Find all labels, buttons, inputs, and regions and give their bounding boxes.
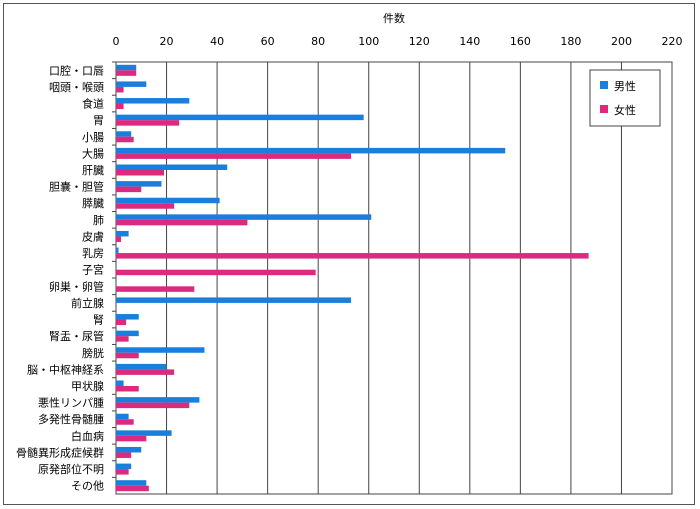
bar-female [116,219,248,226]
y-tick-label: 皮膚 [82,229,104,243]
bar-male [116,330,139,337]
y-tick-label: 悪性リンパ腫 [38,396,104,410]
y-tick-label: 腎盂・尿管 [49,329,104,343]
y-tick-label: 白血病 [71,429,104,443]
y-tick-label: 食道 [82,97,104,111]
bar-male [116,446,142,453]
bar-female [116,186,142,193]
bar-male [116,363,167,370]
bar-male [116,230,129,237]
bar-female [116,435,147,442]
bar-male [116,114,364,121]
bar-female [116,319,127,326]
legend-label: 男性 [614,79,636,93]
plot-area [115,61,673,495]
bar-female [116,153,352,159]
bar-female [116,103,124,110]
y-tick-label: 脳・中枢神経系 [27,362,104,376]
y-tick-label: 多発性骨髄腫 [38,412,104,426]
legend-swatch [600,81,608,89]
bar-male [116,131,132,137]
bar-male [116,214,372,220]
bar-female [116,286,195,292]
bar-male [116,297,352,303]
bar-male [116,81,147,87]
bar-female [116,402,190,409]
chart-frame [3,3,695,505]
y-tick-label: 小腸 [82,131,104,144]
y-tick-label: 咽頭・喉頭 [49,81,104,94]
bar-female [116,203,175,209]
y-tick-label: 膀胱 [82,346,104,360]
bar-male [116,164,228,170]
x-tick-label: 220 [662,35,683,48]
y-tick-label: 乳房 [82,247,104,260]
bar-male [116,98,190,104]
bar-female [116,386,139,392]
bar-male [116,247,119,254]
bar-male [116,147,506,154]
y-tick-label: 胆嚢・胆管 [49,180,104,194]
x-tick-label: 120 [409,35,430,48]
x-tick-label: 80 [311,35,325,48]
bar-male [116,413,129,420]
y-tick-label: 膵臓 [82,197,104,210]
bar-female [116,236,122,242]
bar-female [116,369,175,375]
x-tick-label: 0 [113,35,120,48]
y-tick-label: 肝臓 [82,164,104,177]
bar-female [116,269,316,276]
bar-female [116,70,137,76]
bar-female [116,253,589,259]
bar-male [116,480,147,486]
x-tick-label: 200 [611,35,632,48]
bar-female [116,485,149,492]
y-tick-label: 大腸 [82,146,104,160]
bar-male [116,430,172,436]
y-tick-label: 骨髄異形成症候群 [16,445,104,459]
y-tick-label: 甲状腺 [71,379,104,393]
y-tick-label: 前立腺 [71,296,104,310]
y-tick-label: 胃 [93,114,104,127]
bar-female [116,86,124,93]
x-tick-label: 180 [560,35,581,48]
x-tick-label: 140 [459,35,480,48]
legend-label: 女性 [614,103,636,117]
bar-male [116,347,205,353]
x-tick-label: 100 [358,35,379,48]
bar-female [116,120,180,126]
x-tick-label: 20 [160,35,174,48]
x-tick-label: 40 [210,35,224,48]
y-tick-label: 口腔・口唇 [49,63,104,77]
legend-box [589,69,661,127]
y-tick-label: 肺 [93,214,104,227]
x-tick-label: 60 [261,35,275,48]
y-tick-label: 子宮 [82,263,104,277]
legend-swatch [600,105,608,113]
y-tick-label: その他 [71,480,104,493]
x-axis-label: 件数 [383,12,405,25]
x-tick-label: 160 [510,35,531,48]
bar-female [116,452,132,458]
y-tick-label: 原発部位不明 [38,462,104,476]
bar-female [116,469,129,475]
bar-male [116,197,220,204]
y-tick-label: 卵巣・卵管 [49,279,104,293]
bar-male [116,380,124,386]
bar-female [116,170,165,176]
bar-male [116,64,137,71]
bar-female [116,336,129,342]
bar-female [116,419,134,425]
bar-male [116,397,200,403]
bar-male [116,314,139,320]
bar-female [116,352,139,359]
y-tick-label: 腎 [93,314,104,327]
bar-male [116,463,132,470]
bar-male [116,181,162,187]
bar-female [116,136,134,143]
